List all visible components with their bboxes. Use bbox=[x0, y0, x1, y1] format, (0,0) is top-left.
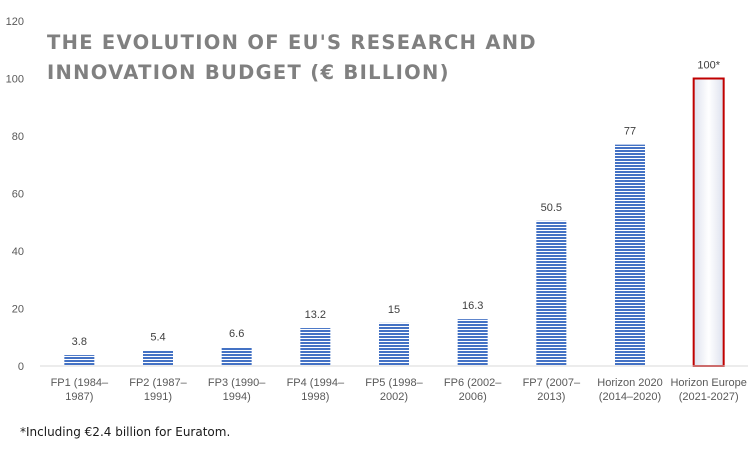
y-tick-label: 120 bbox=[6, 16, 24, 28]
y-axis: 0 20 40 60 80 100 120 bbox=[6, 16, 24, 373]
x-tick-label: FP2 (1987– 1991) bbox=[129, 377, 187, 403]
y-tick-label: 0 bbox=[18, 361, 24, 373]
bar bbox=[536, 220, 567, 366]
y-tick-label: 100 bbox=[6, 74, 24, 86]
x-tick-label-line: FP7 (2007– bbox=[523, 377, 581, 389]
y-tick-label: 20 bbox=[12, 304, 24, 316]
data-label: 13.2 bbox=[305, 309, 326, 321]
data-label: 16.3 bbox=[462, 300, 483, 312]
y-tick-label: 60 bbox=[12, 189, 24, 201]
x-tick-label: FP5 (1998– 2002) bbox=[365, 377, 423, 403]
x-tick-label-line: 1998) bbox=[301, 391, 329, 403]
bar bbox=[221, 347, 252, 366]
bar bbox=[379, 322, 409, 366]
x-tick-label-line: Horizon 2020 bbox=[597, 377, 662, 389]
x-tick-label: FP4 (1994– 1998) bbox=[287, 377, 345, 403]
x-tick-label-line: 1991) bbox=[144, 391, 172, 403]
data-label: 15 bbox=[388, 304, 400, 316]
x-tick-label: FP3 (1990– 1994) bbox=[208, 377, 266, 403]
x-tick-label-line: 2006) bbox=[459, 391, 487, 403]
y-tick-label: 80 bbox=[12, 131, 24, 143]
x-tick-label-line: 1994) bbox=[223, 391, 251, 403]
x-tick-label: Horizon 2020 (2014–2020) bbox=[597, 377, 662, 403]
x-tick-label: FP7 (2007– 2013) bbox=[523, 377, 581, 403]
x-axis: FP1 (1984– 1987) FP2 (1987– 1991) FP3 (1990–… bbox=[40, 365, 748, 403]
bar bbox=[457, 319, 488, 366]
y-tick-label: 40 bbox=[12, 246, 24, 258]
x-tick-label: FP6 (2002– 2006) bbox=[444, 377, 502, 403]
bar bbox=[692, 77, 725, 367]
bar bbox=[143, 350, 173, 366]
x-tick-label-line: FP3 (1990– bbox=[208, 377, 266, 389]
bar bbox=[615, 144, 645, 366]
x-tick-label-line: FP1 (1984– bbox=[51, 377, 109, 389]
x-tick-label-line: (2014–2020) bbox=[599, 391, 661, 403]
x-tick-label-line: Horizon Europe bbox=[670, 377, 746, 389]
bar bbox=[300, 328, 331, 366]
x-tick-label-line: FP4 (1994– bbox=[287, 377, 345, 389]
x-tick-label-line: 2013) bbox=[537, 391, 565, 403]
bar bbox=[64, 355, 95, 366]
data-label: 6.6 bbox=[229, 328, 244, 340]
x-tick-label-line: 2002) bbox=[380, 391, 408, 403]
chart-footnote: *Including €2.4 billion for Euratom. bbox=[20, 425, 231, 439]
x-tick-label-line: FP2 (1987– bbox=[129, 377, 187, 389]
data-label: 5.4 bbox=[150, 331, 165, 343]
chart-title: THE EVOLUTION OF EU'S RESEARCH AND INNOV… bbox=[47, 31, 537, 84]
bar-series bbox=[64, 77, 725, 367]
x-tick-label: FP1 (1984– 1987) bbox=[51, 377, 109, 403]
x-tick-label-line: FP6 (2002– bbox=[444, 377, 502, 389]
data-label: 77 bbox=[624, 126, 636, 138]
data-label: 3.8 bbox=[72, 336, 87, 348]
data-labels: 3.8 5.4 6.6 13.2 15 16.3 50.5 77 100* bbox=[72, 60, 721, 349]
x-tick-label-line: 1987) bbox=[65, 391, 93, 403]
data-label: 100* bbox=[697, 60, 720, 72]
data-label: 50.5 bbox=[541, 202, 562, 214]
x-tick-label-line: (2021-2027) bbox=[679, 391, 739, 403]
x-tick-label: Horizon Europe (2021-2027) bbox=[670, 377, 746, 403]
x-tick-label-line: FP5 (1998– bbox=[365, 377, 423, 389]
